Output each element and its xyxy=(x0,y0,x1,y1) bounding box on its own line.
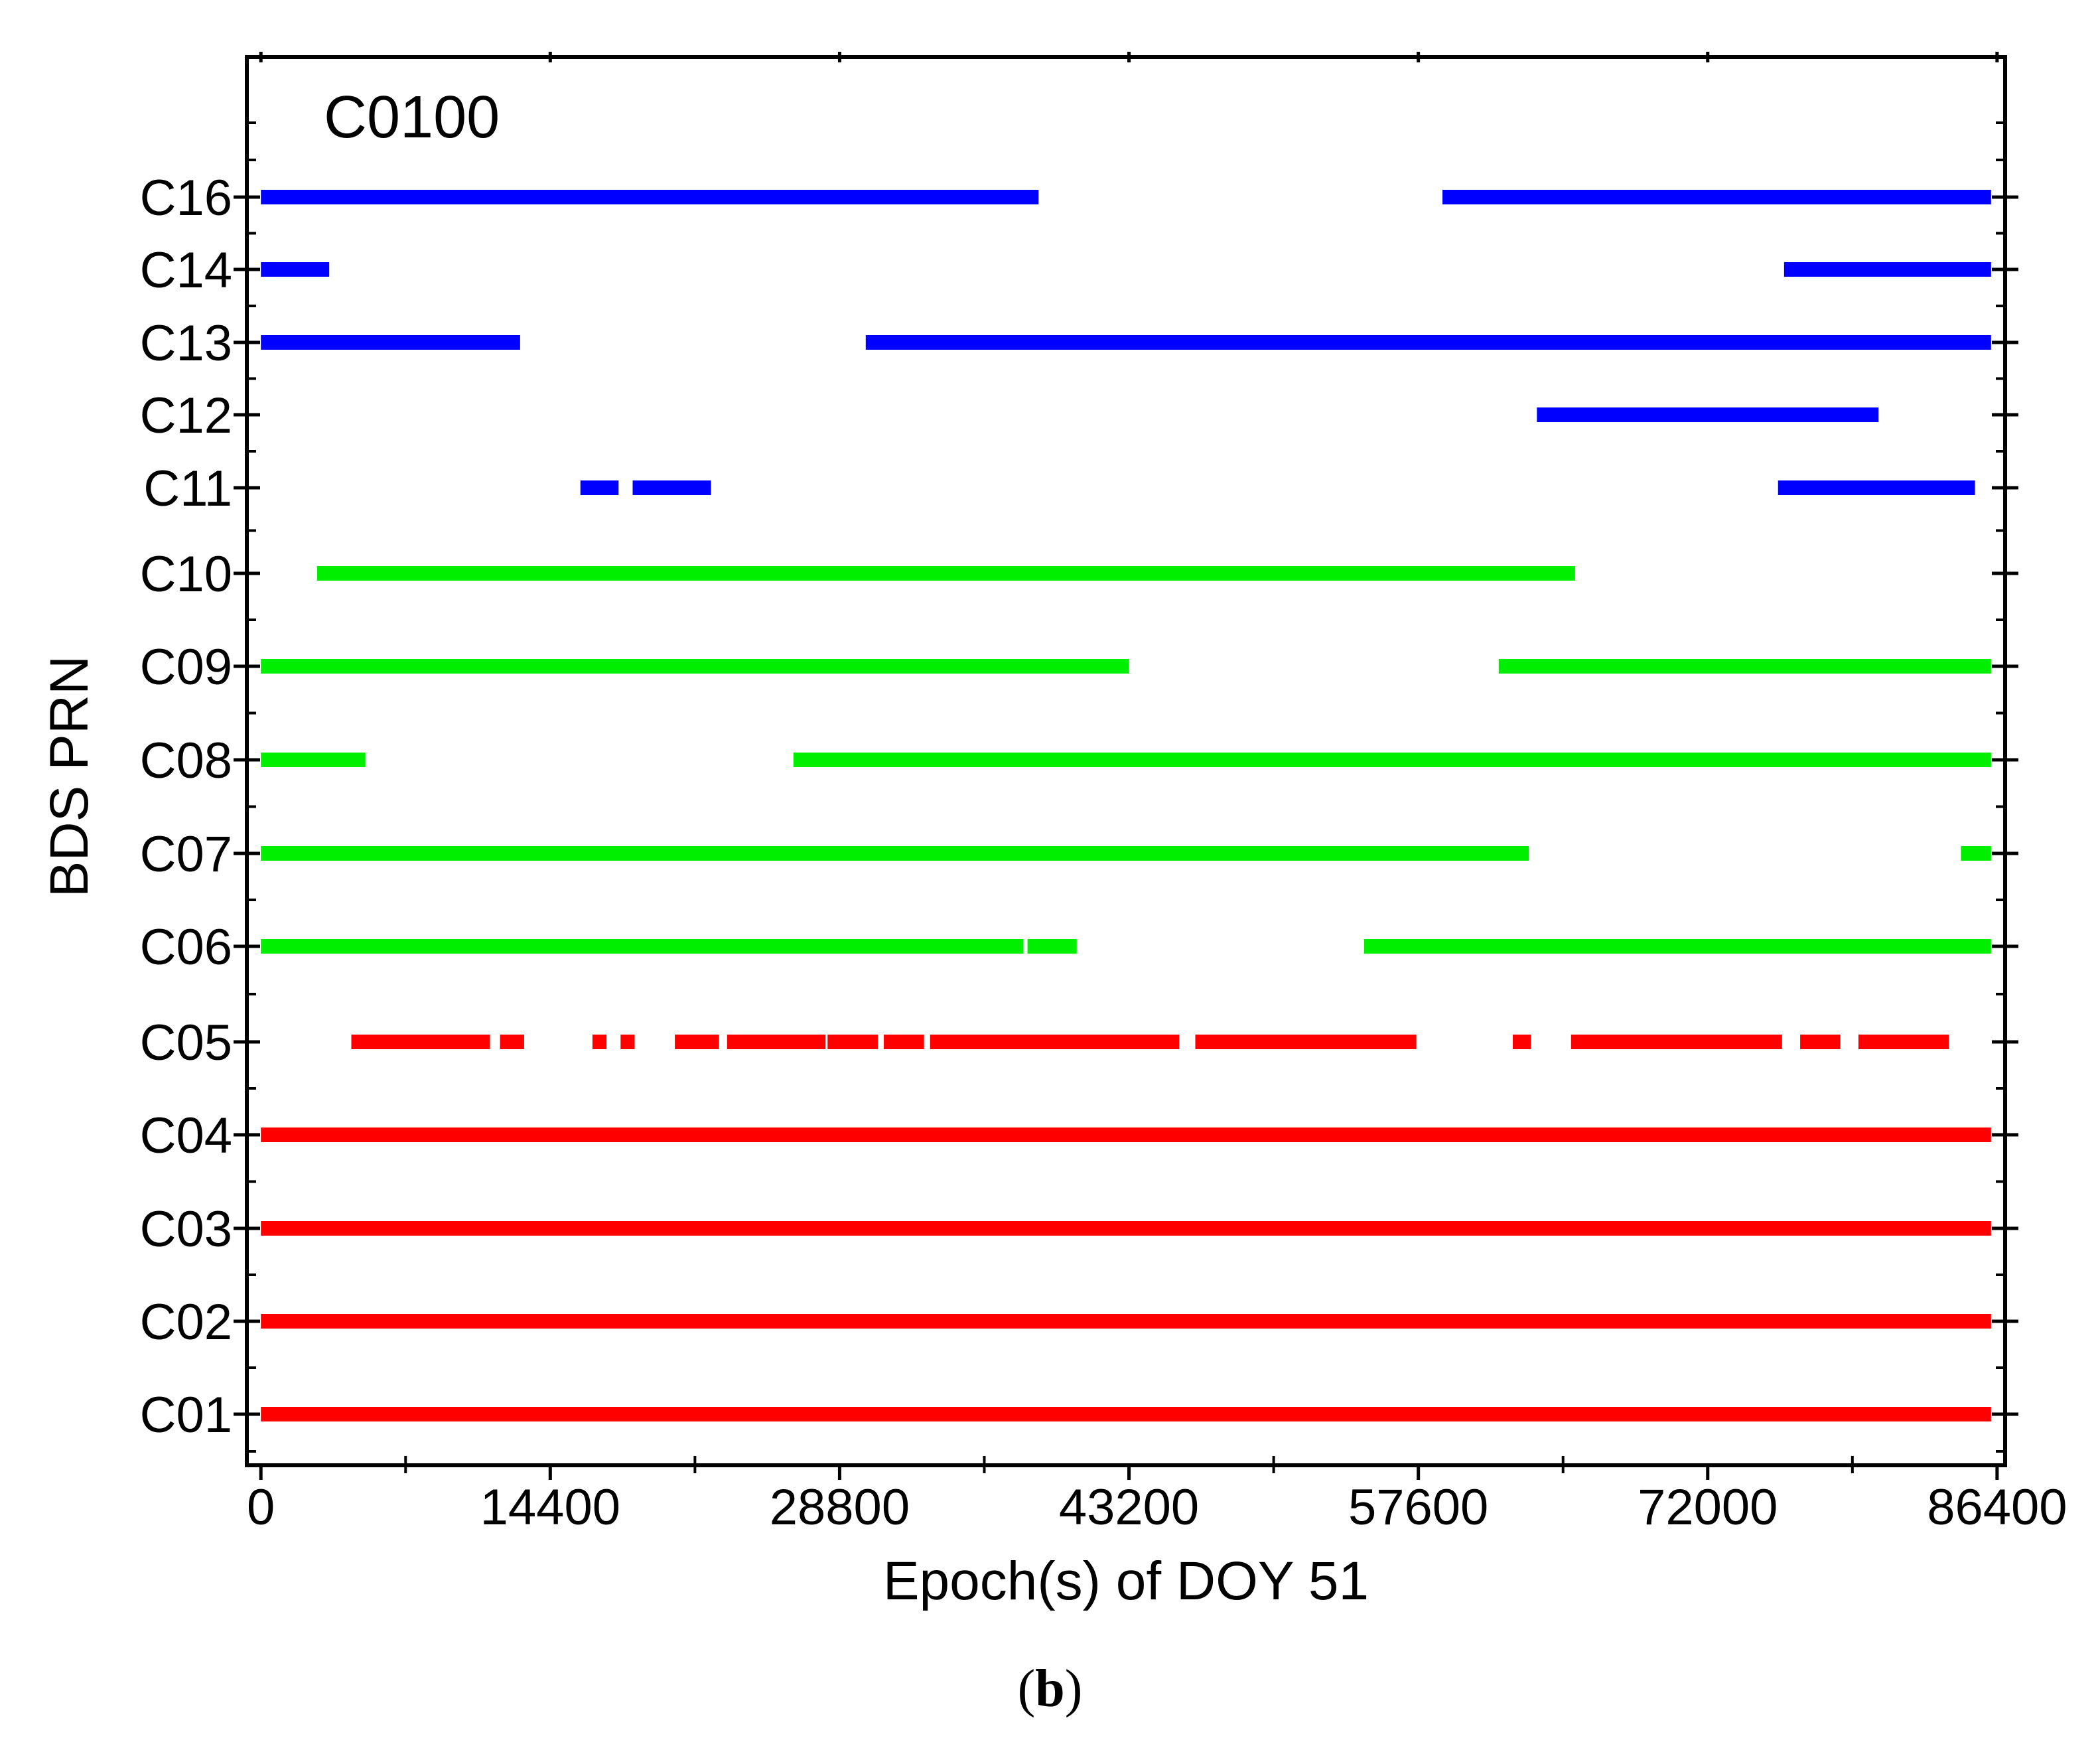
bar-c16 xyxy=(1442,190,1991,204)
y-tick-label-c08: C08 xyxy=(140,733,232,789)
bar-c05 xyxy=(1195,1035,1417,1049)
figure-caption: (b) xyxy=(0,1659,2100,1719)
x-tick-label: 28800 xyxy=(770,1479,910,1536)
x-tick-label: 14400 xyxy=(480,1479,620,1536)
axis-ticks xyxy=(234,52,2018,1480)
bar-c05 xyxy=(500,1035,524,1049)
bar-c09 xyxy=(261,659,1129,674)
bar-c11 xyxy=(1778,480,1975,495)
caption-close: ) xyxy=(1064,1660,1083,1718)
bar-c11 xyxy=(632,480,711,495)
y-tick-label-c01: C01 xyxy=(140,1387,232,1443)
bar-c05 xyxy=(1800,1035,1841,1049)
y-tick-label-c12: C12 xyxy=(140,388,232,444)
bar-c16 xyxy=(261,190,1039,204)
bar-c05 xyxy=(1513,1035,1531,1049)
bar-c05 xyxy=(1858,1035,1949,1049)
bar-c05 xyxy=(827,1035,878,1049)
x-tick-label: 86400 xyxy=(1927,1479,2067,1536)
caption-letter: b xyxy=(1035,1660,1065,1718)
y-tick-label-c04: C04 xyxy=(140,1108,232,1164)
bar-c05 xyxy=(884,1035,924,1049)
segment-bars xyxy=(261,190,1991,1421)
x-tick-label: 0 xyxy=(247,1479,275,1536)
x-tick-labels: 0 14400 28800 43200 57600 72000 86400 xyxy=(247,1479,2067,1536)
y-tick-label-c06: C06 xyxy=(140,919,232,976)
bar-c05 xyxy=(1571,1035,1782,1049)
y-tick-label-c09: C09 xyxy=(140,639,232,695)
bar-c13 xyxy=(865,335,1991,350)
y-tick-labels: C16 C14 C13 C12 C11 C10 C09 C08 C07 C06 C05 C04 C03 C… xyxy=(140,170,232,1443)
bar-c03 xyxy=(261,1221,1991,1236)
bar-c05 xyxy=(675,1035,719,1049)
y-axis-title: BDS PRN xyxy=(39,656,100,898)
bar-c08 xyxy=(793,753,1991,767)
x-tick-label: 57600 xyxy=(1348,1479,1488,1536)
x-axis-title: Epoch(s) of DOY 51 xyxy=(883,1551,1369,1611)
bar-c01 xyxy=(261,1407,1991,1421)
bar-c05 xyxy=(620,1035,635,1049)
bar-c12 xyxy=(1537,407,1879,422)
x-tick-label: 43200 xyxy=(1059,1479,1199,1536)
bar-c14 xyxy=(261,262,330,277)
y-tick-label-c11: C11 xyxy=(143,461,232,517)
bar-c06 xyxy=(1027,939,1077,954)
bar-c05 xyxy=(727,1035,826,1049)
bar-c02 xyxy=(261,1314,1991,1329)
y-tick-label-c14: C14 xyxy=(140,242,232,299)
bar-c09 xyxy=(1498,659,1991,674)
bar-c06 xyxy=(261,939,1024,954)
bar-c10 xyxy=(317,566,1575,581)
bar-c07 xyxy=(261,846,1529,861)
y-tick-label-c13: C13 xyxy=(140,315,232,372)
bar-c13 xyxy=(261,335,520,350)
chart-title: C0100 xyxy=(324,84,500,151)
bar-c05 xyxy=(930,1035,1180,1049)
x-tick-label: 72000 xyxy=(1638,1479,1778,1536)
bar-c11 xyxy=(580,480,619,495)
y-tick-label-c10: C10 xyxy=(140,546,232,603)
bar-c08 xyxy=(261,753,366,767)
caption-open: ( xyxy=(1017,1660,1036,1718)
y-tick-label-c16: C16 xyxy=(140,170,232,226)
y-tick-label-c07: C07 xyxy=(140,826,232,883)
y-tick-label-c03: C03 xyxy=(140,1201,232,1258)
bar-c07 xyxy=(1961,846,1991,861)
bar-c14 xyxy=(1784,262,1991,277)
bar-c04 xyxy=(261,1127,1991,1142)
bar-c05 xyxy=(592,1035,607,1049)
bar-c05 xyxy=(351,1035,490,1049)
bar-c06 xyxy=(1364,939,1991,954)
y-tick-label-c05: C05 xyxy=(140,1015,232,1071)
y-tick-label-c02: C02 xyxy=(140,1294,232,1350)
